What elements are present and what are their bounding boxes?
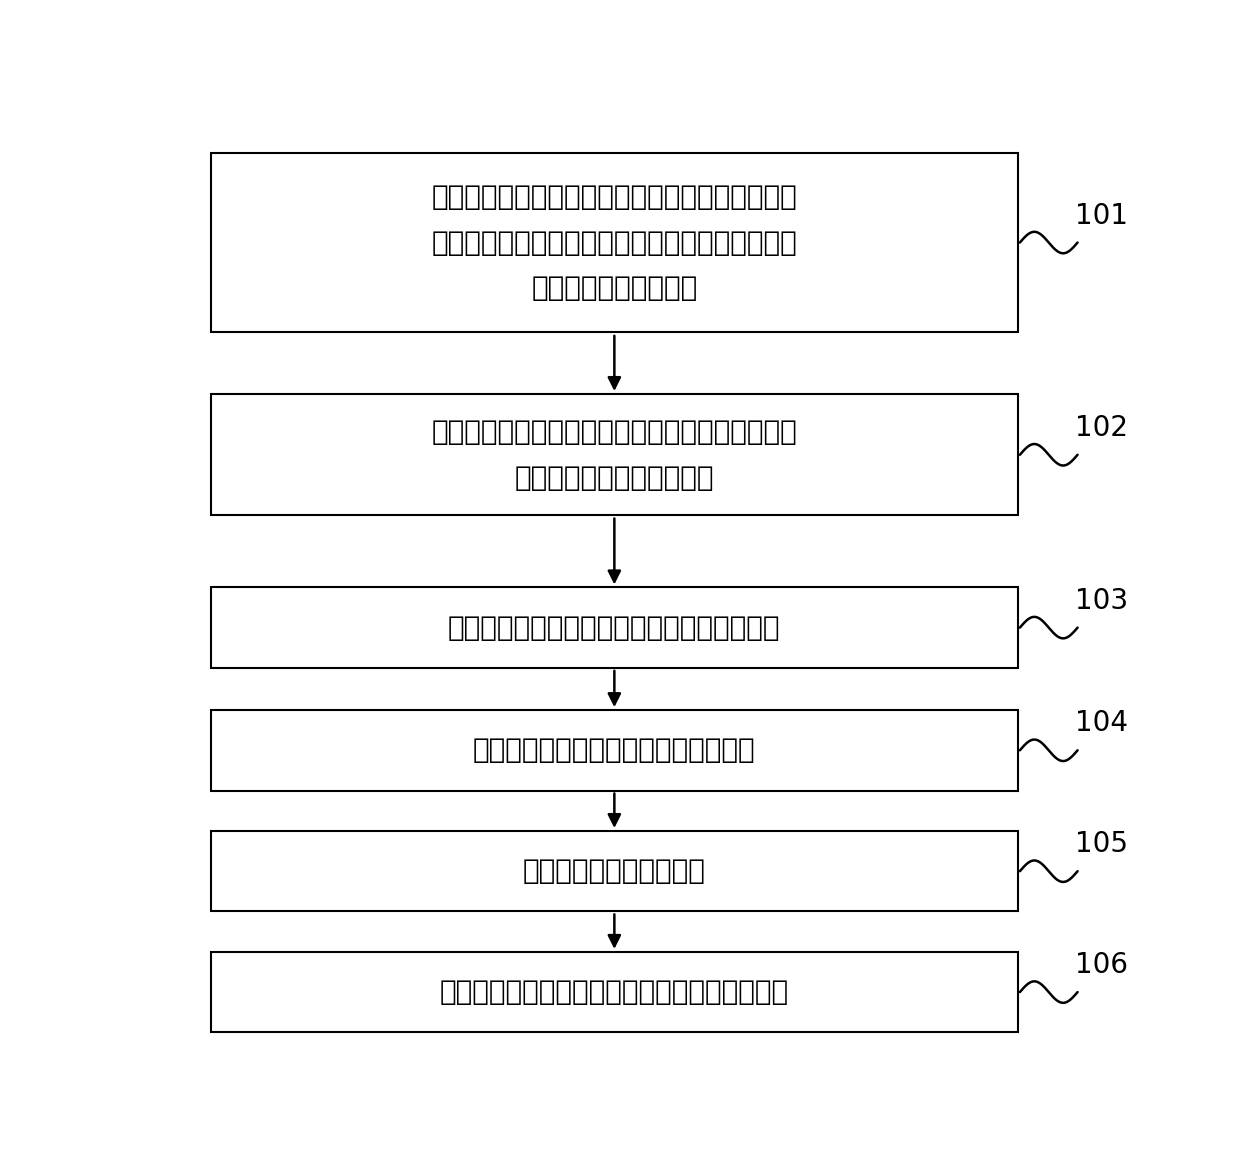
Text: 101: 101 xyxy=(1075,201,1128,229)
Bar xyxy=(211,830,1018,912)
Text: 在衬底和位线结构表面形成第二隔离层: 在衬底和位线结构表面形成第二隔离层 xyxy=(472,736,755,764)
Text: 106: 106 xyxy=(1075,951,1128,979)
Bar xyxy=(211,394,1018,515)
Bar xyxy=(211,709,1018,791)
Text: 在位线结构表面的第二隔离层上形成第四隔离层: 在位线结构表面的第二隔离层上形成第四隔离层 xyxy=(440,978,789,1006)
Bar xyxy=(211,951,1018,1033)
Text: 104: 104 xyxy=(1075,709,1128,737)
Bar xyxy=(211,154,1018,333)
Text: 103: 103 xyxy=(1075,587,1128,615)
Text: 通过湿法刻蚀工艺对第一隔离层进行减薄处理: 通过湿法刻蚀工艺对第一隔离层进行减薄处理 xyxy=(448,614,781,642)
Text: 在衬底和位线结构表面沉积第一隔离层，该第一隔
离层包括氮化硅和碳氮化硅: 在衬底和位线结构表面沉积第一隔离层，该第一隔 离层包括氮化硅和碳氮化硅 xyxy=(432,418,797,492)
Bar xyxy=(211,587,1018,668)
Text: 在衬底上形成位线结构以及位线结构周侧的沟槽，
该衬底包括有源区，该位线结构包括接触插塞，该
接触插塞与有源区连接: 在衬底上形成位线结构以及位线结构周侧的沟槽， 该衬底包括有源区，该位线结构包括接… xyxy=(432,183,797,302)
Text: 在沟槽内填充第三隔离层: 在沟槽内填充第三隔离层 xyxy=(523,857,706,885)
Text: 102: 102 xyxy=(1075,414,1128,442)
Text: 105: 105 xyxy=(1075,830,1128,858)
